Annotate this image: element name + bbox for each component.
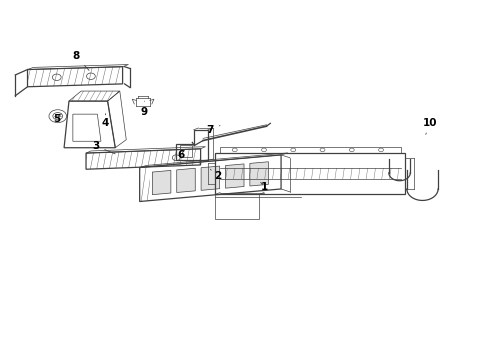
Text: 8: 8 xyxy=(73,51,89,70)
Text: 4: 4 xyxy=(102,114,109,128)
Text: 2: 2 xyxy=(210,169,221,181)
Text: 5: 5 xyxy=(53,114,61,124)
Polygon shape xyxy=(249,162,268,186)
Text: 1: 1 xyxy=(260,182,267,192)
Text: 7: 7 xyxy=(206,125,220,135)
Polygon shape xyxy=(225,164,244,188)
Text: 6: 6 xyxy=(177,150,184,160)
Polygon shape xyxy=(201,166,219,190)
Polygon shape xyxy=(176,168,195,193)
Polygon shape xyxy=(152,170,170,195)
Text: 10: 10 xyxy=(422,118,436,134)
Text: 9: 9 xyxy=(141,101,148,117)
Text: 3: 3 xyxy=(92,141,115,154)
